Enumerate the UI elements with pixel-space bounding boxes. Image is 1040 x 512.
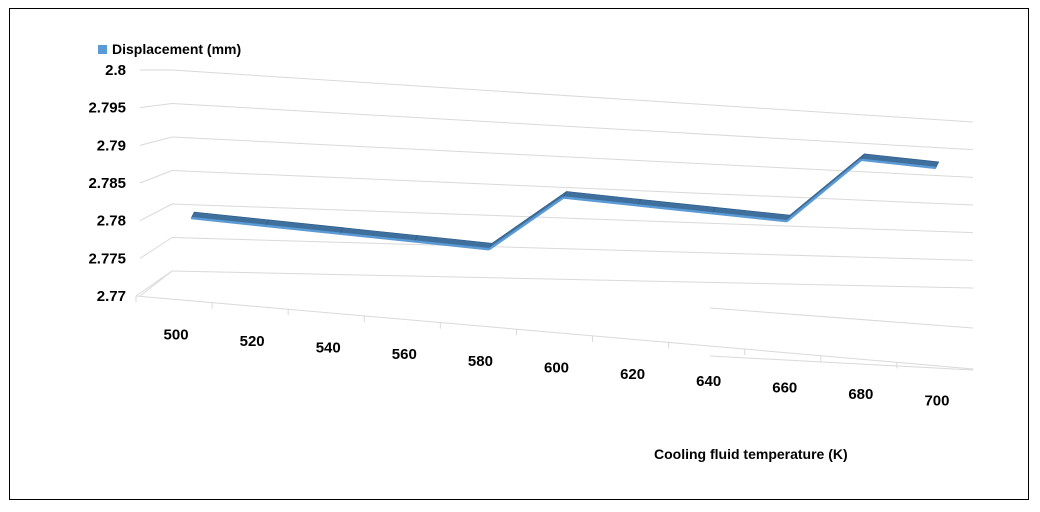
x-tick-label: 500 [164,326,189,343]
series-line-segment [786,158,863,223]
series-line-segment [414,240,490,251]
x-tick-labels: 500 520 540 560 580 600 620 640 660 680 700 [164,326,950,409]
gridline-side [139,103,173,109]
y-tick-label: 2.77 [97,288,126,305]
x-tick-label: 620 [620,366,645,383]
series-line-segment [265,224,341,235]
series-line-segment [861,158,936,170]
x-tick-label: 520 [240,333,265,350]
x-tick-label: 560 [392,346,417,363]
gridline-floor [709,355,974,371]
gridline [171,136,974,178]
legend: Displacement (mm) [98,41,241,57]
series-line-segment [563,196,639,207]
series-layer [190,153,940,251]
gridline-side [139,170,173,184]
x-tick-label: 600 [544,360,569,377]
legend-label: Displacement (mm) [112,41,241,57]
x-tick-label: 580 [468,353,493,370]
y-tick-label: 2.795 [88,100,126,117]
gridline [171,270,974,289]
floor-left-edge [135,270,173,297]
gridline [171,170,974,206]
x-tick-label: 700 [924,393,949,410]
y-tick-label: 2.8 [105,62,126,79]
gridline-floor [709,307,974,329]
x-axis-title: Cooling fluid temperature (K) [654,446,848,462]
gridline [171,69,974,123]
chart-frame: 2.8 2.795 2.79 2.785 2.78 2.775 2.77 500 520 540… [9,8,1029,500]
chart-svg: 2.8 2.795 2.79 2.785 2.78 2.775 2.77 500 520 540… [88,41,974,462]
y-tick-label: 2.78 [97,213,126,230]
gridline-side [139,203,173,222]
gridline [171,237,974,261]
gridline-side [139,237,173,259]
x-axis-floor [135,270,974,370]
x-tick-label: 640 [696,373,721,390]
series-line-segment [340,232,415,243]
y-tick-label: 2.775 [88,250,126,267]
gridline-side [139,136,173,146]
series-line-segment [191,216,266,228]
x-tick-label: 540 [316,340,341,357]
y-tick-labels: 2.8 2.795 2.79 2.785 2.78 2.775 2.77 [88,62,126,305]
y-tick-label: 2.785 [88,175,126,192]
x-tick-label: 680 [848,386,873,403]
x-tick-label: 660 [772,379,797,396]
gridlines [139,69,974,371]
y-tick-label: 2.79 [97,137,126,154]
x-axis-line [135,295,974,370]
series-line-segment [637,204,713,215]
legend-swatch [98,45,107,54]
gridline [171,103,974,151]
gridline [171,203,974,234]
series-line-segment [712,212,787,223]
series-line-segment [488,196,565,251]
